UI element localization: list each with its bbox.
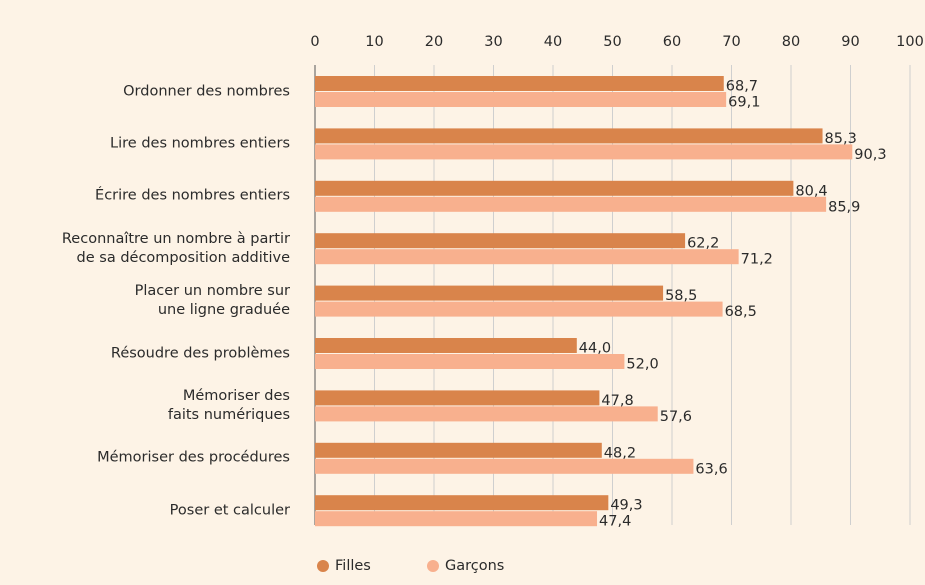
value-label: 85,3	[825, 131, 857, 147]
value-label: 44,0	[579, 341, 611, 357]
category-label: Résoudre des problèmes	[110, 345, 290, 361]
legend-label: Garçons	[445, 558, 504, 574]
category-label: Écrire des nombres entiers	[95, 187, 290, 204]
category-label: Reconnaître un nombre à partir de sa déc…	[61, 230, 290, 266]
bar	[315, 338, 577, 353]
value-label: 80,4	[795, 183, 827, 199]
value-label: 57,6	[660, 409, 692, 425]
bar	[315, 495, 609, 511]
bar	[315, 249, 739, 265]
value-label: 62,2	[687, 236, 719, 252]
value-label: 68,5	[725, 304, 757, 320]
value-label: 47,4	[599, 514, 631, 530]
value-label: 68,7	[726, 79, 758, 95]
bar	[315, 285, 664, 301]
value-label: 90,3	[854, 147, 886, 163]
value-label: 58,5	[665, 288, 697, 304]
category-label: Mémoriser des faits numériques	[167, 387, 290, 423]
value-label: 49,3	[610, 498, 642, 514]
category-label: Ordonner des nombres	[123, 83, 290, 99]
bar	[315, 233, 686, 249]
bar	[315, 390, 600, 406]
x-tick-label: 80	[782, 34, 800, 50]
bar	[315, 406, 658, 422]
value-label: 48,2	[604, 445, 636, 461]
x-tick-label: 30	[484, 34, 502, 50]
x-tick-label: 100	[896, 34, 924, 50]
bar	[315, 144, 853, 160]
value-label: 69,1	[728, 95, 760, 111]
x-tick-label: 90	[841, 34, 859, 50]
bar	[315, 458, 694, 474]
x-tick-label: 0	[310, 34, 319, 50]
category-label: Placer un nombre sur une ligne graduée	[134, 283, 290, 319]
value-label: 47,8	[601, 393, 633, 409]
category-label: Mémoriser des procédures	[97, 449, 290, 466]
value-label: 52,0	[626, 357, 658, 373]
x-tick-label: 50	[603, 34, 621, 50]
legend-label: Filles	[335, 558, 371, 574]
legend-marker	[427, 560, 439, 572]
bar	[315, 180, 794, 196]
bar	[315, 196, 827, 212]
x-tick-label: 40	[544, 34, 562, 50]
bar	[315, 442, 602, 458]
value-label: 85,9	[828, 199, 860, 215]
x-tick-label: 60	[663, 34, 681, 50]
legend-marker	[317, 560, 329, 572]
x-tick-label: 20	[425, 34, 443, 50]
x-tick-label: 70	[722, 34, 740, 50]
bar	[315, 128, 823, 144]
bar	[315, 354, 625, 369]
bar	[315, 92, 727, 107]
bar	[315, 301, 723, 317]
bar	[315, 76, 724, 91]
value-label: 71,2	[741, 252, 773, 268]
category-label: Poser et calculer	[169, 502, 290, 519]
category-label: Lire des nombres entiers	[110, 135, 290, 152]
x-tick-label: 10	[365, 34, 383, 50]
bar	[315, 511, 598, 527]
value-label: 63,6	[695, 461, 727, 477]
